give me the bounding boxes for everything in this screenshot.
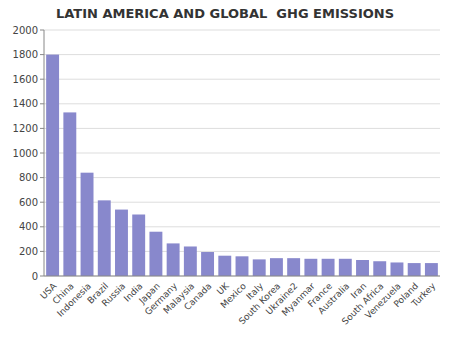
bar [373,261,386,276]
y-tick-label: 200 [19,246,38,257]
bar [408,263,421,276]
y-tick [40,153,44,154]
bar [304,259,317,276]
x-axis-line [44,276,440,277]
y-tick [40,226,44,227]
grid-line [44,79,440,80]
bar [339,259,352,276]
bar [391,262,404,276]
y-tick-label: 1800 [13,49,38,60]
bar [356,260,369,276]
y-tick-label: 800 [19,172,38,183]
chart-title: LATIN AMERICA AND GLOBAL GHG EMISSIONS [56,6,394,21]
bar [184,246,197,276]
bar [201,252,214,276]
bar [167,243,180,276]
chart-container: LATIN AMERICA AND GLOBAL GHG EMISSIONS 0 2… [0,0,450,338]
grid [44,30,440,276]
chart-svg: LATIN AMERICA AND GLOBAL GHG EMISSIONS 0 2… [0,0,450,338]
y-tick-label: 2000 [13,25,38,36]
y-tick-label: 1000 [13,148,38,159]
y-tick [40,128,44,129]
bars [46,55,438,276]
y-tick-label: 1400 [13,98,38,109]
bar [218,256,231,276]
bar [425,263,438,276]
y-tick [40,103,44,104]
bar [115,210,128,276]
y-axis: 0 200 400 600 800 1000 1200 1400 1600 1800 2000 [13,25,44,282]
bar [81,173,94,276]
grid-line [44,54,440,55]
y-tick [40,79,44,80]
y-tick [40,30,44,31]
y-tick-label: 1200 [13,123,38,134]
y-tick-label: 400 [19,221,38,232]
x-tick-label: Canada [182,281,213,312]
bar [287,258,300,276]
y-tick [40,54,44,55]
bar [322,259,335,276]
bar [236,256,249,276]
bar [149,232,162,276]
y-tick [40,251,44,252]
y-tick [40,177,44,178]
bar [132,215,145,277]
bar [63,112,76,276]
y-tick-label: 1600 [13,74,38,85]
grid-line [44,177,440,178]
y-tick [40,202,44,203]
page: {"chart_data": {"type": "bar", "title": … [0,0,450,338]
grid-line [44,30,440,31]
bar [46,55,59,276]
y-tick-label: 0 [32,271,38,282]
bar [98,200,111,276]
grid-line [44,276,440,277]
x-tick-label: Turkey [409,280,438,309]
bar [253,259,266,276]
x-tick-label: Australia [316,281,351,316]
y-axis-line [44,30,45,276]
x-axis: USAChinaIndonesiaBrazilRussiaIndiaJapanG… [38,276,440,327]
grid-line [44,128,440,129]
bar [270,258,283,276]
grid-line [44,153,440,154]
grid-line [44,103,440,104]
y-tick [40,276,44,277]
y-tick-label: 600 [19,197,38,208]
